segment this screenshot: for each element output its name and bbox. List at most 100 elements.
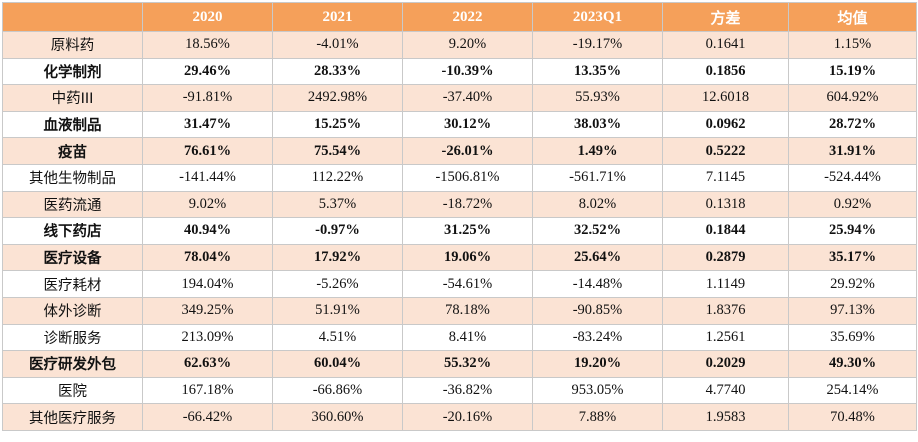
table-cell: -0.97% bbox=[272, 217, 403, 245]
header-cell-2023q1: 2023Q1 bbox=[532, 2, 663, 32]
table-row: 医疗研发外包 62.63% 60.04% 55.32% 19.20% 0.2029 49.3… bbox=[2, 350, 917, 378]
table-cell: -1506.81% bbox=[402, 163, 533, 192]
table-cell: 18.56% bbox=[142, 31, 273, 59]
table-cell: 35.69% bbox=[788, 323, 917, 352]
table-cell: 55.93% bbox=[532, 84, 663, 112]
table-cell: -141.44% bbox=[142, 163, 273, 192]
table-cell: 9.20% bbox=[402, 31, 533, 59]
table-cell: 112.22% bbox=[272, 163, 403, 192]
table-row: 医疗耗材 194.04% -5.26% -54.61% -14.48% 1.1149 29.… bbox=[2, 270, 917, 298]
row-label: 疫苗 bbox=[2, 137, 143, 165]
table-cell: 2492.98% bbox=[272, 84, 403, 112]
row-label: 诊断服务 bbox=[2, 323, 143, 352]
table-cell: 30.12% bbox=[402, 110, 533, 139]
table-cell: 213.09% bbox=[142, 323, 273, 352]
row-label: 医院 bbox=[2, 376, 143, 405]
table-cell: 0.92% bbox=[788, 190, 917, 219]
table-cell: 78.04% bbox=[142, 243, 273, 272]
table-cell: 17.92% bbox=[272, 243, 403, 272]
table-cell: -37.40% bbox=[402, 84, 533, 112]
table-cell: 0.1856 bbox=[662, 57, 789, 86]
header-cell-2020: 2020 bbox=[142, 2, 273, 32]
row-label: 中药III bbox=[2, 84, 143, 112]
table-cell: 8.02% bbox=[532, 190, 663, 219]
table-row: 原料药 18.56% -4.01% 9.20% -19.17% 0.1641 1.15% bbox=[2, 31, 917, 59]
table-cell: 254.14% bbox=[788, 376, 917, 405]
table-cell: 0.1844 bbox=[662, 217, 789, 245]
table-cell: 19.06% bbox=[402, 243, 533, 272]
table-row: 医疗设备 78.04% 17.92% 19.06% 25.64% 0.2879 35.17% bbox=[2, 243, 917, 272]
table-cell: -10.39% bbox=[402, 57, 533, 86]
table-cell: 1.15% bbox=[788, 31, 917, 59]
table-cell: 29.92% bbox=[788, 270, 917, 298]
table-cell: -26.01% bbox=[402, 137, 533, 165]
table-cell: 38.03% bbox=[532, 110, 663, 139]
table-cell: -4.01% bbox=[272, 31, 403, 59]
table-cell: 40.94% bbox=[142, 217, 273, 245]
table-cell: 194.04% bbox=[142, 270, 273, 298]
table-cell: 75.54% bbox=[272, 137, 403, 165]
table-cell: 349.25% bbox=[142, 296, 273, 325]
row-label: 体外诊断 bbox=[2, 296, 143, 325]
header-cell-sector bbox=[2, 2, 143, 32]
table-row: 医院 167.18% -66.86% -36.82% 953.05% 4.7740 254.… bbox=[2, 376, 917, 405]
table-cell: 0.0962 bbox=[662, 110, 789, 139]
header-cell-variance: 方差 bbox=[662, 2, 789, 32]
table-cell: 25.64% bbox=[532, 243, 663, 272]
table-cell: 5.37% bbox=[272, 190, 403, 219]
table-cell: 4.7740 bbox=[662, 376, 789, 405]
table-cell: 604.92% bbox=[788, 84, 917, 112]
table-row: 其他医疗服务 -66.42% 360.60% -20.16% 7.88% 1.9583 70… bbox=[2, 403, 917, 431]
table-cell: -54.61% bbox=[402, 270, 533, 298]
data-table: 2020 2021 2022 2023Q1 方差 均值 原料药 18.56% -4.… bbox=[2, 2, 917, 431]
row-label: 其他医疗服务 bbox=[2, 403, 143, 431]
table-cell: -36.82% bbox=[402, 376, 533, 405]
table-cell: 7.1145 bbox=[662, 163, 789, 192]
table-cell: 32.52% bbox=[532, 217, 663, 245]
table-cell: 25.94% bbox=[788, 217, 917, 245]
row-label: 血液制品 bbox=[2, 110, 143, 139]
row-label: 原料药 bbox=[2, 31, 143, 59]
row-label: 医疗研发外包 bbox=[2, 350, 143, 378]
table-cell: -14.48% bbox=[532, 270, 663, 298]
table-cell: 60.04% bbox=[272, 350, 403, 378]
table-cell: 1.8376 bbox=[662, 296, 789, 325]
table-cell: 4.51% bbox=[272, 323, 403, 352]
row-label: 化学制剂 bbox=[2, 57, 143, 86]
table-cell: 7.88% bbox=[532, 403, 663, 431]
table-cell: -5.26% bbox=[272, 270, 403, 298]
table-cell: 167.18% bbox=[142, 376, 273, 405]
table-cell: 51.91% bbox=[272, 296, 403, 325]
table-cell: 49.30% bbox=[788, 350, 917, 378]
table-cell: 55.32% bbox=[402, 350, 533, 378]
table-cell: 15.19% bbox=[788, 57, 917, 86]
table-cell: 1.2561 bbox=[662, 323, 789, 352]
table-cell: -561.71% bbox=[532, 163, 663, 192]
table-cell: 360.60% bbox=[272, 403, 403, 431]
table-row: 其他生物制品 -141.44% 112.22% -1506.81% -561.71% 7.… bbox=[2, 163, 917, 192]
table-row: 疫苗 76.61% 75.54% -26.01% 1.49% 0.5222 31.91% bbox=[2, 137, 917, 165]
table-cell: 1.49% bbox=[532, 137, 663, 165]
header-cell-2022: 2022 bbox=[402, 2, 533, 32]
table-cell: 953.05% bbox=[532, 376, 663, 405]
table-row: 中药III -91.81% 2492.98% -37.40% 55.93% 12.6018… bbox=[2, 84, 917, 112]
table-cell: 0.2879 bbox=[662, 243, 789, 272]
table-row: 化学制剂 29.46% 28.33% -10.39% 13.35% 0.1856 15.19… bbox=[2, 57, 917, 86]
header-cell-2021: 2021 bbox=[272, 2, 403, 32]
table-cell: -66.42% bbox=[142, 403, 273, 431]
table-cell: 76.61% bbox=[142, 137, 273, 165]
row-label: 医疗设备 bbox=[2, 243, 143, 272]
table-cell: 31.47% bbox=[142, 110, 273, 139]
table-row: 线下药店 40.94% -0.97% 31.25% 32.52% 0.1844 25.94% bbox=[2, 217, 917, 245]
table-cell: 62.63% bbox=[142, 350, 273, 378]
table-cell: 35.17% bbox=[788, 243, 917, 272]
table-cell: -18.72% bbox=[402, 190, 533, 219]
table-cell: -524.44% bbox=[788, 163, 917, 192]
table-cell: 0.1318 bbox=[662, 190, 789, 219]
table-cell: -90.85% bbox=[532, 296, 663, 325]
row-label: 其他生物制品 bbox=[2, 163, 143, 192]
table-cell: 70.48% bbox=[788, 403, 917, 431]
table-cell: 19.20% bbox=[532, 350, 663, 378]
row-label: 线下药店 bbox=[2, 217, 143, 245]
table-cell: 0.1641 bbox=[662, 31, 789, 59]
